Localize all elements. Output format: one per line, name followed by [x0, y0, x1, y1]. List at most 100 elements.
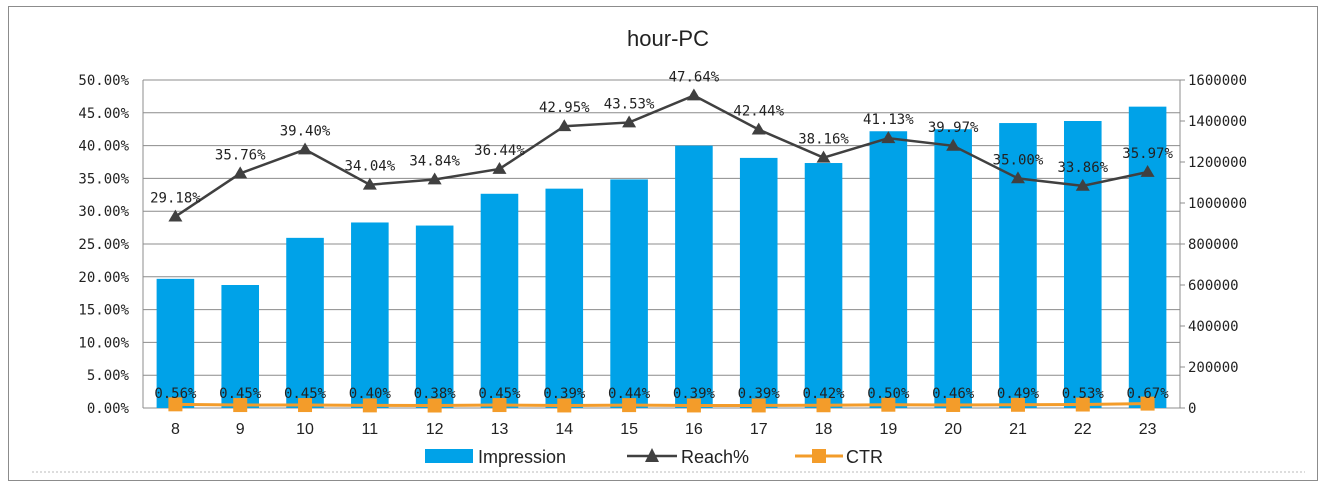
ctr-marker	[492, 398, 507, 413]
x-tick-label: 17	[750, 421, 768, 438]
impression-bar	[221, 285, 260, 408]
reach-data-label: 42.95%	[539, 100, 590, 116]
legend-ctr-marker	[812, 449, 826, 463]
ctr-data-label: 0.39%	[673, 386, 716, 402]
reach-marker	[298, 142, 313, 155]
left-tick-label: 35.00%	[78, 171, 129, 187]
reach-marker	[427, 172, 442, 185]
impression-bar	[286, 237, 324, 408]
ctr-marker	[1075, 397, 1090, 412]
left-axis-ticks: 0.00% 5.00% 10.00% 15.00% 20.00% 25.00% 30.00%…	[78, 73, 129, 417]
right-tick-label: 200000	[1188, 360, 1239, 376]
reach-marker	[881, 131, 896, 144]
right-tick-label: 400000	[1188, 319, 1239, 335]
x-tick-label: 11	[362, 421, 379, 438]
right-tick-label: 600000	[1188, 278, 1239, 294]
reach-data-label: 42.44%	[733, 104, 784, 120]
left-tick-label: 40.00%	[78, 139, 129, 155]
right-tick-label: 1000000	[1188, 196, 1247, 212]
left-tick-label: 0.00%	[87, 401, 130, 417]
right-tick-label: 0	[1188, 401, 1196, 417]
reach-data-label: 35.97%	[1122, 146, 1173, 162]
reach-data-label: 33.86%	[1057, 160, 1108, 176]
right-tick-label: 1200000	[1188, 155, 1247, 171]
impression-bar	[351, 222, 389, 408]
left-tick-label: 30.00%	[78, 204, 129, 220]
reach-data-label: 29.18%	[150, 191, 201, 207]
left-tick-label: 25.00%	[78, 237, 129, 253]
impression-bar	[480, 193, 519, 408]
ctr-marker	[233, 398, 248, 413]
left-tick-label: 50.00%	[78, 73, 129, 89]
ctr-data-label: 0.53%	[1062, 386, 1105, 402]
legend-reach-label: Reach%	[681, 447, 749, 467]
ctr-data-label: 0.49%	[997, 386, 1040, 402]
x-tick-label: 21	[1009, 421, 1027, 438]
right-tick-label: 800000	[1188, 237, 1239, 253]
reach-series-line	[174, 94, 1148, 218]
ctr-marker	[1010, 397, 1025, 412]
x-tick-label: 18	[815, 421, 833, 438]
left-tick-label: 15.00%	[78, 303, 129, 319]
ctr-marker	[298, 398, 313, 413]
x-tick-label: 20	[944, 421, 962, 438]
impression-bar	[999, 123, 1037, 409]
impression-bar	[934, 129, 972, 408]
left-tick-label: 10.00%	[78, 335, 129, 351]
ctr-data-label: 0.45%	[284, 386, 327, 402]
right-tick-label: 1400000	[1188, 114, 1247, 130]
ctr-data-label: 0.46%	[932, 386, 975, 402]
reach-data-label: 47.64%	[669, 69, 720, 85]
reach-marker	[816, 150, 831, 163]
left-tick-label: 45.00%	[78, 106, 129, 122]
right-tick-label: 1600000	[1188, 73, 1247, 89]
ctr-data-label: 0.45%	[478, 386, 521, 402]
legend: Impression Reach% CTR	[32, 447, 1305, 473]
ctr-marker	[168, 397, 183, 412]
ctr-marker	[1140, 396, 1155, 411]
impression-bar	[739, 157, 778, 408]
reach-marker	[233, 166, 248, 179]
ctr-marker	[622, 398, 637, 413]
ctr-data-label: 0.42%	[802, 386, 845, 402]
reach-marker	[1010, 171, 1025, 184]
impression-bar	[610, 179, 648, 408]
x-tick-label: 14	[555, 421, 573, 438]
reach-marker	[492, 161, 507, 174]
reach-marker	[686, 88, 701, 101]
x-axis-ticks: 8 9 10 11 12 13 14 15 16 17 18 19 20 21 22 23	[171, 421, 1157, 438]
left-tick-label: 20.00%	[78, 270, 129, 286]
x-tick-label: 23	[1139, 421, 1157, 438]
x-tick-label: 13	[491, 421, 509, 438]
reach-marker	[557, 119, 572, 132]
reach-marker	[946, 138, 961, 151]
x-tick-label: 8	[171, 421, 180, 438]
ctr-data-label: 0.44%	[608, 386, 651, 402]
ctr-marker	[946, 397, 961, 412]
ctr-data-label: 0.67%	[1127, 386, 1170, 402]
reach-marker	[1140, 165, 1155, 177]
ctr-marker	[427, 398, 442, 413]
ctr-series-line	[175, 402, 1148, 408]
x-tick-label: 12	[426, 421, 444, 438]
ctr-marker	[686, 398, 701, 413]
x-tick-label: 10	[296, 421, 314, 438]
reach-line: 29.18% 35.76% 39.40% 34.04% 34.84% 36.44% 42.9…	[150, 69, 1173, 222]
ctr-data-label: 0.38%	[414, 386, 457, 402]
x-tick-label: 16	[685, 421, 703, 438]
reach-marker	[362, 177, 377, 190]
ctr-data-label: 0.45%	[219, 386, 262, 402]
reach-data-label: 35.76%	[215, 147, 266, 163]
impression-bar	[1063, 121, 1102, 408]
left-tick-label: 5.00%	[87, 368, 130, 384]
reach-data-label: 39.40%	[280, 124, 331, 140]
legend-impression-swatch	[425, 449, 473, 463]
right-axis-ticks: 0 200000 400000 600000 800000 1000000 1200000 1…	[1180, 73, 1247, 417]
reach-data-label: 43.53%	[604, 96, 655, 112]
reach-data-label: 36.44%	[474, 143, 525, 159]
impression-bar	[156, 278, 195, 408]
chart-title: hour-PC	[627, 26, 709, 51]
reach-data-label: 38.16%	[798, 132, 849, 148]
legend-ctr-label: CTR	[846, 447, 883, 467]
impression-bar	[545, 188, 584, 408]
